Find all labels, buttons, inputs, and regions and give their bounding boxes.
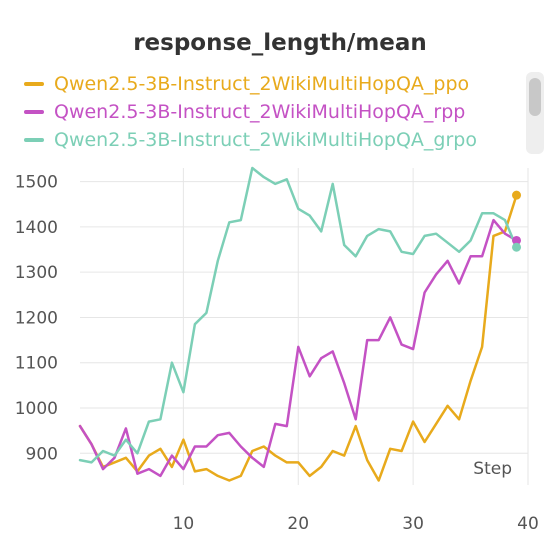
series-endpoint-ppo[interactable] [512,190,522,200]
y-axis-ticks: 900 1000 1100 1200 1300 1400 1500 [15,173,58,465]
y-tick-label-1200: 1200 [15,308,58,328]
x-tick-label-20: 20 [287,514,309,534]
y-tick-label-1300: 1300 [15,263,58,283]
series-line-rpp[interactable] [78,218,518,478]
legend-item-ppo[interactable]: Qwen2.5-3B-Instruct_2WikiMultiHopQA_ppo [24,70,524,98]
x-tick-label-30: 30 [402,514,424,534]
series-line-ppo[interactable] [78,193,518,482]
legend-swatch-rpp [24,110,44,114]
series-line-grpo[interactable] [78,166,518,464]
x-axis-label: Step [473,459,512,479]
legend-swatch-grpo [24,138,44,142]
legend-swatch-ppo [24,82,44,86]
y-tick-label-1000: 1000 [15,399,58,419]
series-endpoint-rpp[interactable] [512,235,522,245]
y-tick-label-1100: 1100 [15,354,58,374]
series-lines [78,166,518,482]
legend-label-ppo: Qwen2.5-3B-Instruct_2WikiMultiHopQA_ppo [54,73,470,95]
y-tick-label-1500: 1500 [15,173,58,193]
legend-scrollbar-thumb[interactable] [529,78,541,116]
x-tick-label-40: 40 [517,514,539,534]
series-endpoint-grpo[interactable] [512,242,522,252]
y-tick-label-1400: 1400 [15,218,58,238]
series-endpoints [512,190,522,252]
chart-title: response_length/mean [133,30,427,56]
legend: Qwen2.5-3B-Instruct_2WikiMultiHopQA_ppo … [24,70,524,154]
legend-label-rpp: Qwen2.5-3B-Instruct_2WikiMultiHopQA_rpp [54,101,466,123]
legend-item-grpo[interactable]: Qwen2.5-3B-Instruct_2WikiMultiHopQA_grpo [24,126,524,154]
x-tick-label-10: 10 [173,514,195,534]
grid-lines [80,168,529,485]
x-axis-ticks: 10 20 30 40 [173,514,539,534]
legend-scrollbar[interactable] [526,72,544,154]
legend-label-grpo: Qwen2.5-3B-Instruct_2WikiMultiHopQA_grpo [54,129,477,151]
legend-item-rpp[interactable]: Qwen2.5-3B-Instruct_2WikiMultiHopQA_rpp [24,98,524,126]
y-tick-label-900: 900 [26,444,58,464]
